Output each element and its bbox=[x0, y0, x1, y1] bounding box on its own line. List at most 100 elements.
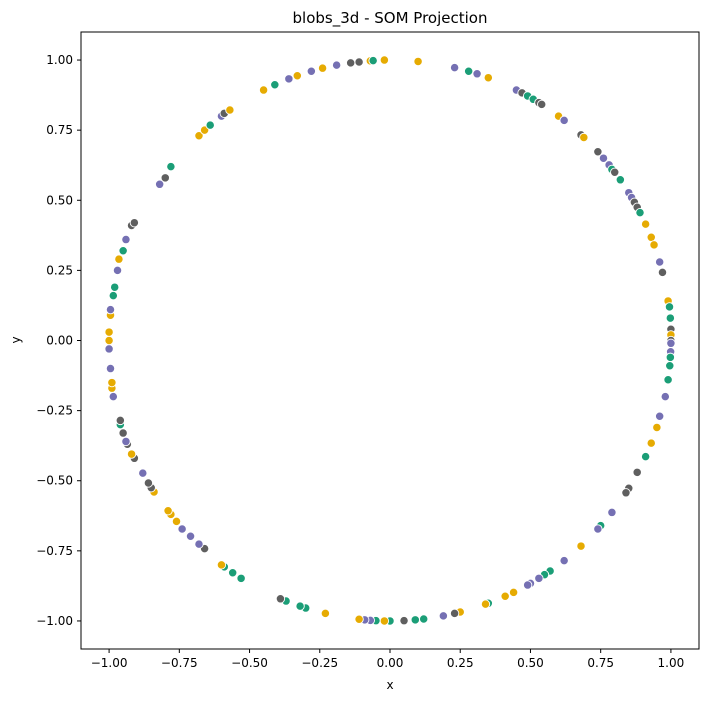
scatter-point bbox=[107, 377, 117, 388]
scatter-point bbox=[500, 591, 510, 601]
scatter-point bbox=[225, 105, 235, 115]
y-tick-label: −0.75 bbox=[36, 544, 73, 558]
scatter-point bbox=[379, 55, 390, 65]
scatter-point bbox=[295, 601, 305, 611]
scatter-point bbox=[632, 467, 642, 477]
scatter-point bbox=[657, 267, 668, 277]
scatter-point bbox=[228, 568, 238, 578]
scatter-point bbox=[610, 167, 620, 177]
scatter-point bbox=[163, 506, 173, 516]
scatter-point bbox=[129, 218, 140, 228]
scatter-point bbox=[354, 57, 364, 67]
scatter-point bbox=[522, 580, 533, 590]
x-tick-label: −0.75 bbox=[161, 656, 198, 670]
points-layer bbox=[104, 55, 676, 626]
scatter-point bbox=[480, 599, 491, 609]
scatter-point bbox=[635, 207, 645, 218]
scatter-point bbox=[292, 71, 302, 81]
x-axis-label: x bbox=[386, 678, 393, 692]
y-axis-label: y bbox=[9, 336, 23, 343]
scatter-point bbox=[171, 516, 182, 527]
scatter-point bbox=[419, 614, 429, 624]
scatter-point bbox=[655, 411, 665, 421]
x-tick-label: 1.00 bbox=[658, 656, 685, 670]
scatter-point bbox=[413, 56, 423, 67]
x-axis-ticks: −1.00 −0.75 −0.50 −0.25 0.00 0.25 0.50 0.75 1.00 bbox=[91, 649, 685, 670]
scatter-point bbox=[508, 587, 519, 597]
scatter-point bbox=[138, 468, 148, 478]
x-tick-label: −0.50 bbox=[231, 656, 268, 670]
scatter-point bbox=[483, 73, 493, 83]
scatter-point bbox=[576, 541, 586, 551]
x-tick-label: 0.75 bbox=[587, 656, 614, 670]
scatter-point bbox=[275, 594, 286, 604]
scatter-point bbox=[194, 539, 204, 549]
scatter-point bbox=[160, 173, 170, 183]
scatter-point bbox=[660, 391, 670, 402]
scatter-point bbox=[410, 615, 420, 625]
scatter-point bbox=[665, 313, 675, 323]
scatter-point bbox=[346, 58, 356, 68]
scatter-point bbox=[258, 85, 269, 95]
scatter-point bbox=[438, 611, 449, 621]
scatter-point bbox=[655, 257, 665, 267]
scatter-point bbox=[185, 531, 196, 541]
scatter-point bbox=[118, 428, 128, 438]
scatter-point bbox=[472, 69, 482, 79]
x-tick-label: 0.25 bbox=[447, 656, 474, 670]
scatter-point bbox=[104, 335, 114, 346]
scatter-point bbox=[110, 282, 120, 292]
scatter-point bbox=[640, 451, 651, 462]
axes-frame bbox=[80, 31, 700, 650]
scatter-point bbox=[108, 290, 118, 301]
scatter-point bbox=[236, 573, 246, 583]
scatter-point bbox=[105, 304, 116, 315]
scatter-point bbox=[537, 99, 547, 110]
scatter-point bbox=[270, 80, 280, 90]
scatter-point bbox=[663, 375, 673, 385]
scatter-point bbox=[593, 147, 603, 157]
scatter-point bbox=[104, 327, 114, 337]
x-tick-label: 0.50 bbox=[517, 656, 544, 670]
scatter-point bbox=[379, 616, 390, 626]
scatter-point bbox=[665, 352, 675, 362]
scatter-point bbox=[306, 66, 316, 76]
scatter-point bbox=[664, 302, 675, 312]
scatter-point bbox=[615, 175, 625, 185]
y-tick-label: 0.75 bbox=[46, 123, 73, 137]
chart-title: blobs_3d - SOM Projection bbox=[293, 9, 488, 28]
scatter-point bbox=[449, 608, 460, 619]
scatter-point bbox=[354, 614, 364, 624]
scatter-point bbox=[666, 338, 676, 348]
scatter-point bbox=[114, 254, 124, 264]
scatter-point bbox=[598, 153, 609, 163]
scatter-point bbox=[121, 436, 131, 447]
scatter-point bbox=[317, 63, 328, 73]
scatter-point bbox=[216, 560, 227, 570]
scatter-point bbox=[205, 120, 215, 130]
y-tick-label: −0.50 bbox=[36, 474, 73, 488]
scatter-point bbox=[652, 422, 662, 433]
scatter-point bbox=[607, 507, 617, 518]
plot-area bbox=[80, 31, 700, 650]
scatter-point bbox=[464, 66, 474, 76]
y-tick-label: 0.00 bbox=[46, 334, 73, 348]
scatter-point bbox=[559, 115, 569, 125]
x-tick-label: −0.25 bbox=[301, 656, 338, 670]
scatter-point bbox=[155, 179, 165, 189]
scatter-point bbox=[284, 74, 294, 84]
scatter-point bbox=[640, 219, 651, 229]
scatter-point bbox=[534, 573, 544, 583]
y-tick-label: 1.00 bbox=[46, 53, 73, 67]
scatter-point bbox=[649, 240, 659, 250]
scatter-point bbox=[593, 524, 603, 534]
scatter-point bbox=[177, 524, 187, 534]
scatter-point bbox=[449, 62, 460, 73]
x-tick-label: −1.00 bbox=[91, 656, 128, 670]
scatter-point bbox=[126, 449, 137, 459]
scatter-point bbox=[166, 161, 176, 172]
scatter-point bbox=[320, 608, 331, 619]
scatter-point bbox=[399, 616, 409, 626]
y-tick-label: −0.25 bbox=[36, 404, 73, 418]
